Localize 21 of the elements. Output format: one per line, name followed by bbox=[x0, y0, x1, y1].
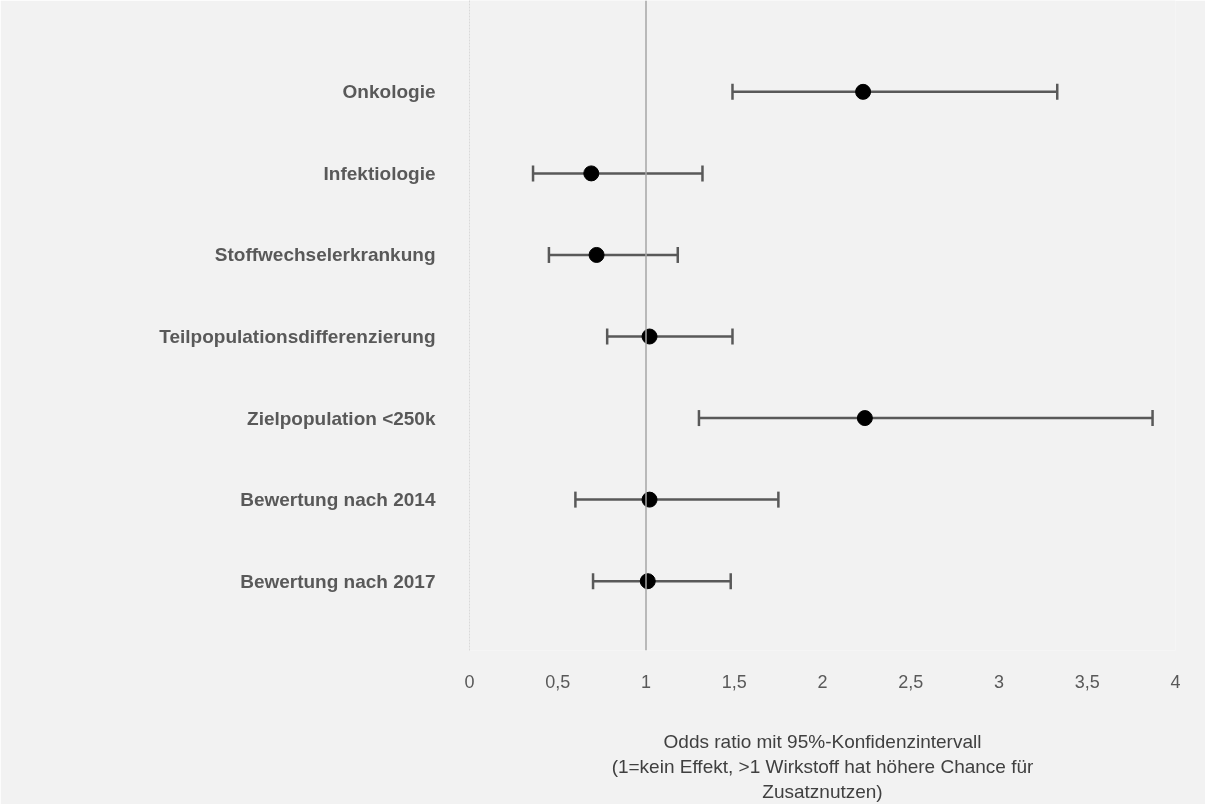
x-tick-label: 2 bbox=[817, 671, 828, 692]
x-tick-label: 2,5 bbox=[898, 671, 924, 692]
x-tick-label: 0 bbox=[464, 671, 475, 692]
y-tick-label: Stoffwechselerkrankung bbox=[214, 244, 436, 266]
y-tick-label: Infektiologie bbox=[323, 162, 436, 184]
y-tick-label: Zielpopulation <250k bbox=[247, 407, 436, 429]
y-tick-label: Teilpopulationsdifferenzierung bbox=[159, 326, 436, 348]
y-tick-label: Bewertung nach 2017 bbox=[240, 570, 436, 592]
x-tick-label: 0,5 bbox=[545, 671, 571, 692]
x-tick-label: 1 bbox=[640, 671, 652, 692]
point bbox=[855, 83, 872, 100]
x-tick-label: 4 bbox=[1170, 671, 1181, 692]
x-tick-label: 1,5 bbox=[721, 671, 747, 692]
x-axis-title: Odds ratio mit 95%-Konfidenzintervall (1=kein Effekt, >1 Wirkstoff hat höhere Chance für Zusatznutzen) bbox=[611, 730, 1035, 802]
y-tick-label: Onkologie bbox=[342, 81, 436, 103]
point bbox=[588, 246, 605, 263]
y-tick-label: Bewertung nach 2014 bbox=[240, 489, 436, 511]
point bbox=[583, 165, 600, 182]
x-tick-label: 3,5 bbox=[1074, 671, 1100, 692]
x-tick-label: 3 bbox=[993, 671, 1005, 692]
point bbox=[856, 410, 873, 427]
